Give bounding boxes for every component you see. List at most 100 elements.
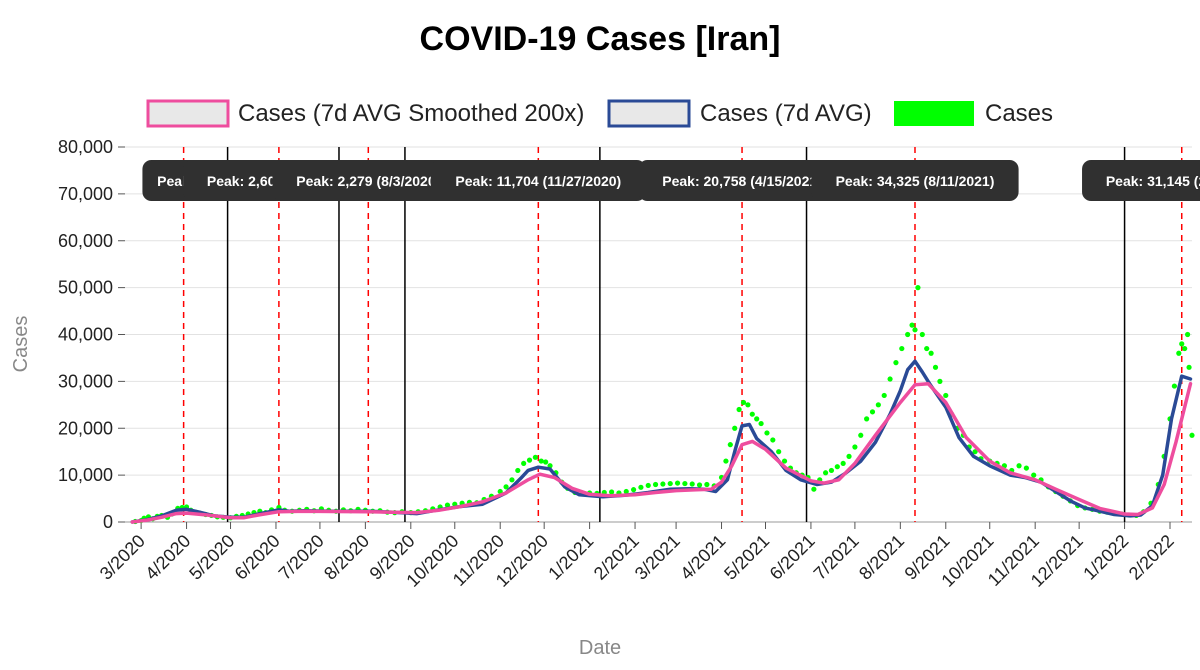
peak-label: Peak: 2,279 (8/3/2020) bbox=[272, 160, 465, 201]
cases-point bbox=[736, 406, 742, 413]
cases-point bbox=[652, 481, 659, 488]
cases-point bbox=[915, 285, 921, 291]
peak-label-box bbox=[272, 160, 465, 201]
cases-point bbox=[828, 467, 835, 474]
peak-annotations: Peak: 2,Peak: 2,601 (6/3/2020)Peak: 2,27… bbox=[142, 160, 1200, 201]
cases-point bbox=[667, 480, 673, 487]
cases-point bbox=[881, 392, 887, 399]
cases-point bbox=[638, 484, 644, 490]
cases-point bbox=[740, 399, 747, 406]
cases-point bbox=[943, 392, 949, 399]
legend-item-avg[interactable]: Cases (7d AVG) bbox=[607, 99, 872, 128]
legend-item-smoothed[interactable]: Cases (7d AVG Smoothed 200x) bbox=[146, 99, 584, 128]
cases-point bbox=[840, 460, 846, 467]
smoothed-avg-line bbox=[130, 381, 1193, 524]
x-tick-label: 1/2021 bbox=[544, 531, 597, 584]
cases-point bbox=[1171, 383, 1178, 389]
cases-point bbox=[645, 482, 651, 489]
x-tick-label: 2/2022 bbox=[1125, 531, 1178, 584]
legend-label-smoothed: Cases (7d AVG Smoothed 200x) bbox=[238, 100, 584, 127]
cases-point bbox=[723, 458, 729, 464]
cases-point bbox=[758, 420, 764, 427]
cases-point bbox=[682, 480, 688, 487]
cases-point bbox=[899, 345, 905, 352]
peak-label: Peak: 20,758 (4/15/2021) bbox=[638, 160, 846, 201]
peak-label-text: Peak: 11,704 (11/27/2020) bbox=[455, 173, 621, 189]
cases-point bbox=[764, 430, 770, 436]
cases-point bbox=[932, 364, 939, 370]
cases-point bbox=[858, 432, 864, 438]
cases-point bbox=[1189, 432, 1195, 438]
peak-trough-lines bbox=[182, 147, 1183, 522]
cases-point bbox=[864, 416, 870, 422]
cases-point bbox=[887, 376, 893, 382]
cases-point bbox=[521, 460, 527, 467]
cases-point bbox=[660, 481, 666, 487]
legend: Cases (7d AVG Smoothed 200x) Cases (7d A… bbox=[146, 99, 1053, 128]
y-axis: 0 10,000 20,000 30,000 40,000 50,000 60,000 70,… bbox=[58, 137, 125, 532]
x-axis-title: Date bbox=[579, 637, 621, 659]
x-tick-label: 4/2020 bbox=[141, 531, 194, 584]
legend-label-avg: Cases (7d AVG) bbox=[700, 100, 872, 127]
cases-point bbox=[1186, 364, 1192, 370]
y-tick-label: 70,000 bbox=[58, 184, 113, 204]
cases-point bbox=[893, 360, 899, 366]
cases-point bbox=[509, 477, 515, 483]
cases-point bbox=[630, 487, 637, 493]
x-tick-label: 5/2020 bbox=[185, 531, 238, 584]
peak-label: Peak: 34,325 (8/11/2021) bbox=[811, 160, 1019, 201]
peak-label-box bbox=[430, 160, 646, 201]
cases-point bbox=[732, 425, 738, 431]
y-tick-label: 10,000 bbox=[58, 465, 113, 485]
peak-label-text: Peak: 2,279 (8/3/2020) bbox=[296, 173, 440, 189]
cases-point bbox=[745, 402, 751, 408]
cases-point bbox=[770, 437, 776, 443]
cases-point bbox=[444, 502, 451, 508]
x-tick-label: 7/2021 bbox=[810, 531, 863, 584]
y-tick-label: 40,000 bbox=[58, 325, 113, 345]
cases-point bbox=[869, 409, 876, 415]
legend-swatch-avg bbox=[607, 99, 691, 128]
x-axis: 3/20204/20205/20206/20207/20208/20209/20… bbox=[96, 521, 1192, 591]
y-tick-label: 60,000 bbox=[58, 231, 113, 251]
cases-point bbox=[905, 331, 911, 338]
cases-point bbox=[538, 458, 544, 464]
legend-swatch-smoothed bbox=[146, 99, 230, 128]
x-tick-label: 6/2021 bbox=[766, 531, 819, 584]
legend-item-cases[interactable]: Cases bbox=[894, 100, 1053, 127]
x-tick-label: 8/2020 bbox=[320, 531, 373, 584]
cases-point bbox=[776, 449, 782, 455]
peak-label-box bbox=[638, 160, 846, 201]
cases-point bbox=[937, 378, 943, 384]
cases-point bbox=[689, 481, 695, 487]
cases-point bbox=[749, 411, 755, 417]
cases-point bbox=[909, 322, 915, 328]
cases-point bbox=[1023, 465, 1029, 471]
cases-scatter bbox=[132, 285, 1195, 525]
cases-point bbox=[1179, 341, 1185, 347]
cases-point bbox=[811, 486, 817, 492]
cases-point bbox=[1176, 350, 1182, 356]
peak-label-box bbox=[1082, 160, 1200, 201]
cases-point bbox=[912, 327, 918, 333]
cases-point bbox=[532, 454, 538, 460]
cases-point bbox=[875, 402, 881, 408]
x-tick-label: 8/2021 bbox=[855, 531, 908, 584]
cases-point bbox=[543, 459, 549, 465]
cases-point bbox=[822, 470, 829, 476]
y-tick-label: 50,000 bbox=[58, 278, 113, 298]
y-tick-label: 0 bbox=[103, 512, 113, 532]
cases-point bbox=[846, 453, 852, 459]
cases-point bbox=[754, 416, 760, 422]
cases-point bbox=[727, 442, 733, 448]
avg-line bbox=[130, 359, 1193, 524]
cases-point bbox=[674, 480, 681, 486]
x-tick-label: 4/2021 bbox=[676, 531, 729, 584]
cases-point bbox=[928, 350, 934, 356]
y-axis-title: Cases bbox=[10, 316, 32, 373]
cases-point bbox=[1185, 331, 1191, 338]
x-tick-label: 3/2021 bbox=[631, 531, 684, 584]
chart-title: COVID-19 Cases [Iran] bbox=[420, 20, 781, 58]
peak-label: Peak: 31,145 (2/9/2022) bbox=[1082, 160, 1200, 201]
cases-point bbox=[696, 482, 703, 488]
